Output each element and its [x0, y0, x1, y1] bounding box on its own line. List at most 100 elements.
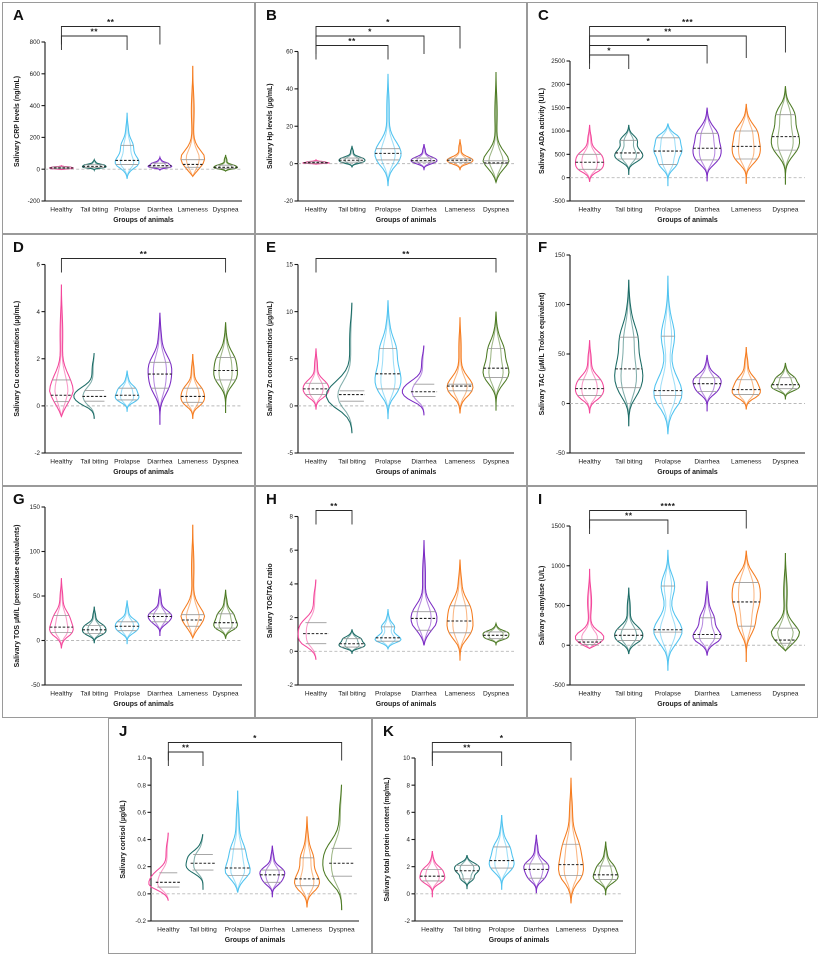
violin-inner-outline — [152, 312, 167, 425]
x-axis-title: Groups of animals — [376, 701, 437, 708]
violin-inner-outline — [308, 348, 324, 410]
violin-inner-outline — [698, 354, 716, 412]
significance-label: ** — [182, 743, 190, 753]
violin-prolapse — [488, 815, 515, 890]
violin-inner-outline — [452, 139, 468, 171]
x-tick-label-healthy: Healthy — [50, 691, 73, 698]
x-tick-label-prolapse: Prolapse — [375, 691, 401, 698]
y-tick-label: -200 — [28, 198, 41, 205]
significance-bracket-line — [315, 35, 425, 54]
violin-inner-outline — [581, 340, 598, 414]
x-tick-label-tail-biting: Tail biting — [338, 207, 366, 214]
x-tick-label-diarrhea: Diarrhea — [411, 691, 437, 698]
significance-bracket-line — [60, 35, 128, 50]
violin-inner-outline — [698, 107, 716, 182]
y-tick-label: -2 — [34, 450, 40, 457]
x-tick-label-prolapse: Prolapse — [114, 459, 140, 466]
y-tick-label: 500 — [555, 152, 566, 159]
violin-tail-biting — [614, 587, 644, 655]
violin-outline — [401, 345, 425, 416]
x-tick-label-diarrhea: Diarrhea — [411, 459, 437, 466]
violin-outline — [614, 279, 644, 427]
violin-inner-outline — [777, 362, 794, 400]
violin-inner-outline — [54, 578, 69, 649]
y-tick-label: 10 — [403, 755, 410, 762]
violin-dyspnea — [213, 589, 238, 639]
panel-d: D -2 0 2 4 6 Healthy Tail biting Prolapse Diarrhe… — [2, 234, 255, 486]
violin-inner-outline — [737, 347, 755, 410]
violin-lameness — [446, 317, 474, 414]
x-tick-label-tail-biting: Tail biting — [81, 691, 109, 698]
violin-lameness — [446, 139, 474, 171]
significance-bracket: *** — [589, 17, 786, 53]
violin-outline — [73, 353, 95, 419]
x-tick-label-dyspnea: Dyspnea — [593, 927, 619, 934]
y-tick-label: -20 — [284, 198, 294, 205]
panel-a: A -200 0 200 400 600 800 Healthy Tail biting Prol… — [2, 2, 255, 234]
x-tick-label-tail-biting: Tail biting — [81, 459, 109, 466]
violin-lameness — [180, 65, 206, 178]
x-axis-title: Groups of animals — [225, 937, 286, 944]
significance-label: ** — [348, 36, 356, 46]
significance-label: *** — [682, 17, 693, 27]
y-tick-label: -500 — [553, 198, 566, 205]
x-tick-label-healthy: Healthy — [305, 691, 328, 698]
significance-bracket: ** — [60, 17, 161, 45]
significance-bracket: ** — [60, 249, 227, 273]
x-tick-label-healthy: Healthy — [157, 927, 180, 934]
violin-inner-outline — [344, 629, 360, 654]
x-tick-label-prolapse: Prolapse — [655, 207, 681, 214]
violin-outline — [185, 834, 204, 890]
x-axis-title: Groups of animals — [113, 469, 174, 476]
violin-tail-biting — [614, 124, 644, 175]
violin-diarrhea — [692, 107, 722, 182]
significance-bracket-line — [589, 510, 747, 529]
violin-inner-outline — [218, 154, 233, 172]
x-tick-label-diarrhea: Diarrhea — [524, 927, 550, 934]
violin-inner-outline — [299, 816, 315, 908]
violin-lameness — [293, 816, 321, 908]
panel-letter: A — [13, 7, 25, 24]
y-tick-label: 1.0 — [137, 755, 146, 762]
x-tick-label-tail-biting: Tail biting — [189, 927, 217, 934]
violin-plot-h: -2 0 2 4 6 8 Healthy Tail biting Prolapse Diarrhe… — [267, 501, 514, 708]
y-tick-label: 0 — [562, 175, 566, 182]
y-tick-label: 2 — [407, 864, 411, 871]
y-axis-title: Salivary ADA activity (U/L) — [539, 88, 546, 174]
x-tick-label-lameness: Lameness — [292, 927, 323, 934]
y-axis-title: Salivary TOS µM/L (peroxidase equivalent… — [14, 525, 21, 668]
x-tick-label-dyspnea: Dyspnea — [772, 207, 798, 214]
y-tick-label: 15 — [286, 262, 293, 269]
x-tick-label-lameness: Lameness — [731, 207, 762, 214]
x-tick-label-lameness: Lameness — [178, 207, 209, 214]
violin-lameness — [180, 524, 206, 640]
violin-inner-outline — [120, 112, 135, 179]
y-tick-label: 100 — [555, 302, 566, 309]
y-tick-label: 1000 — [551, 563, 565, 570]
violin-healthy — [297, 579, 329, 660]
violin-prolapse — [374, 609, 402, 651]
panel-letter: E — [266, 239, 277, 256]
significance-bracket: ** — [60, 27, 128, 50]
y-axis-title: Salivary cortisol (µg/dL) — [120, 800, 127, 878]
x-tick-label-lameness: Lameness — [731, 691, 762, 698]
significance-bracket: ** — [315, 249, 497, 273]
panel-letter: H — [266, 491, 278, 508]
violin-tail-biting — [325, 302, 366, 434]
x-tick-label-diarrhea: Diarrhea — [147, 207, 173, 214]
x-tick-label-prolapse: Prolapse — [114, 207, 140, 214]
violin-inner-outline — [777, 553, 794, 652]
violin-inner-outline — [337, 302, 353, 434]
violin-inner-outline — [152, 588, 167, 637]
panel-letter: J — [119, 723, 128, 740]
panel-letter: C — [538, 7, 550, 24]
x-tick-label-diarrhea: Diarrhea — [260, 927, 286, 934]
significance-label: ** — [330, 501, 338, 511]
panel-letter: D — [13, 239, 25, 256]
violin-dyspnea — [482, 311, 510, 411]
violin-inner-outline — [305, 579, 317, 660]
significance-bracket-line — [589, 26, 786, 53]
violin-dyspnea — [482, 72, 510, 184]
panel-letter: I — [538, 491, 543, 508]
violin-lameness — [180, 354, 206, 419]
